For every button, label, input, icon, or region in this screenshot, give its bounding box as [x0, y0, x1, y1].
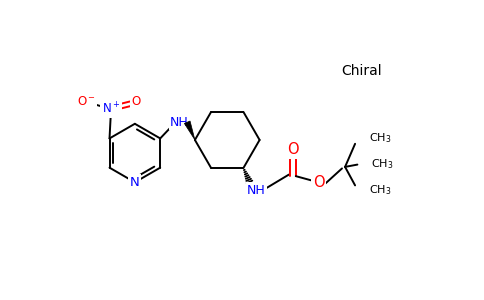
Text: N$^+$: N$^+$	[102, 101, 121, 117]
Text: Chiral: Chiral	[342, 64, 382, 78]
Text: N: N	[130, 176, 140, 189]
Text: NH: NH	[170, 116, 189, 129]
Text: O: O	[287, 142, 299, 158]
Text: CH$_3$: CH$_3$	[371, 158, 394, 172]
Text: O$^-$: O$^-$	[77, 95, 96, 108]
Text: CH$_3$: CH$_3$	[369, 183, 392, 197]
Text: CH$_3$: CH$_3$	[369, 131, 392, 145]
Text: O: O	[313, 175, 325, 190]
Text: NH: NH	[247, 184, 266, 196]
Text: O: O	[132, 95, 141, 108]
Polygon shape	[184, 121, 195, 140]
